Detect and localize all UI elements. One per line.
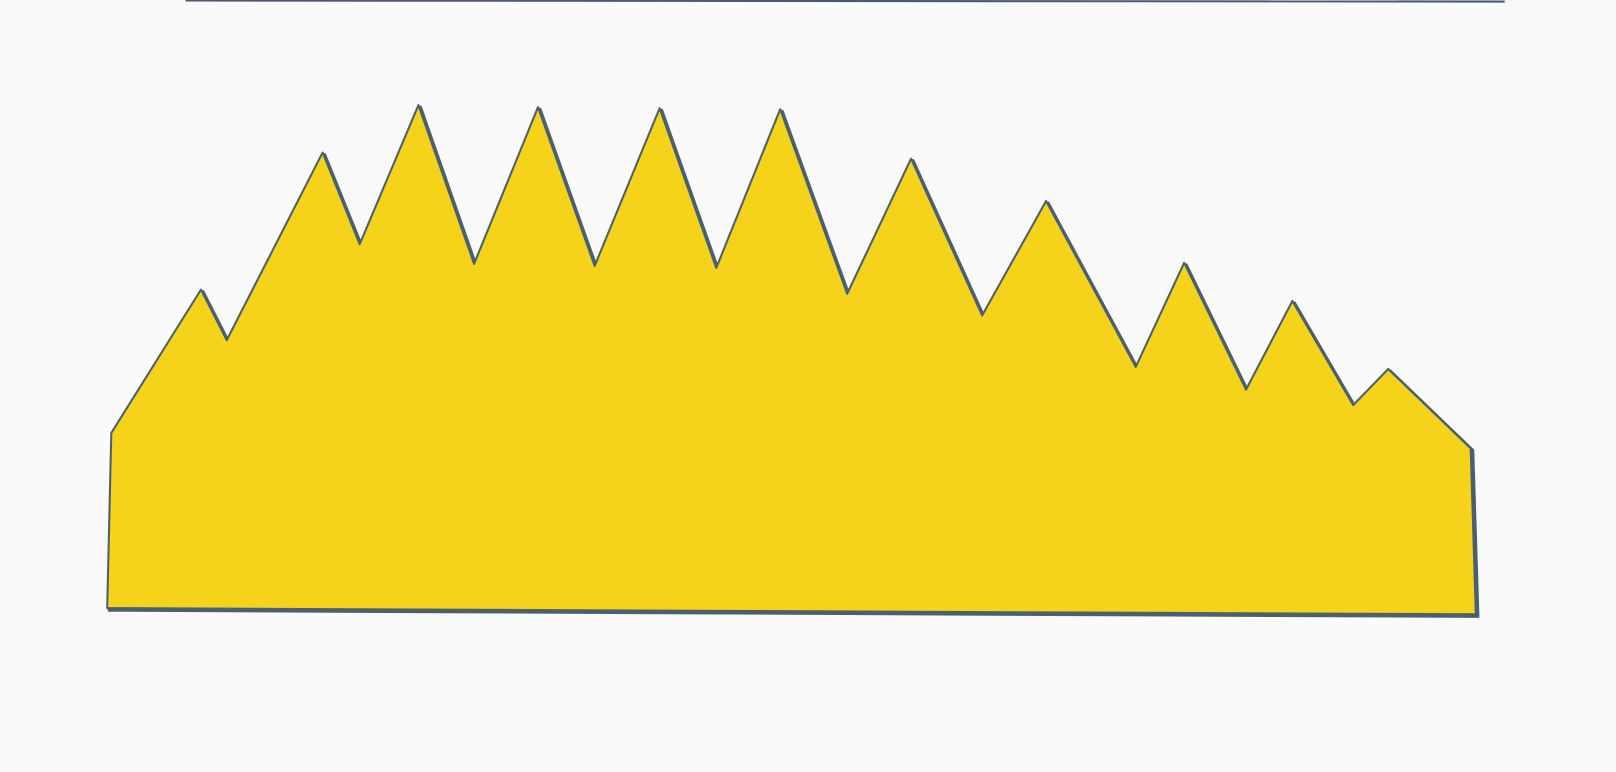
zigzag-shape[interactable] [106,104,1477,616]
top-edge-line [185,0,1505,3]
